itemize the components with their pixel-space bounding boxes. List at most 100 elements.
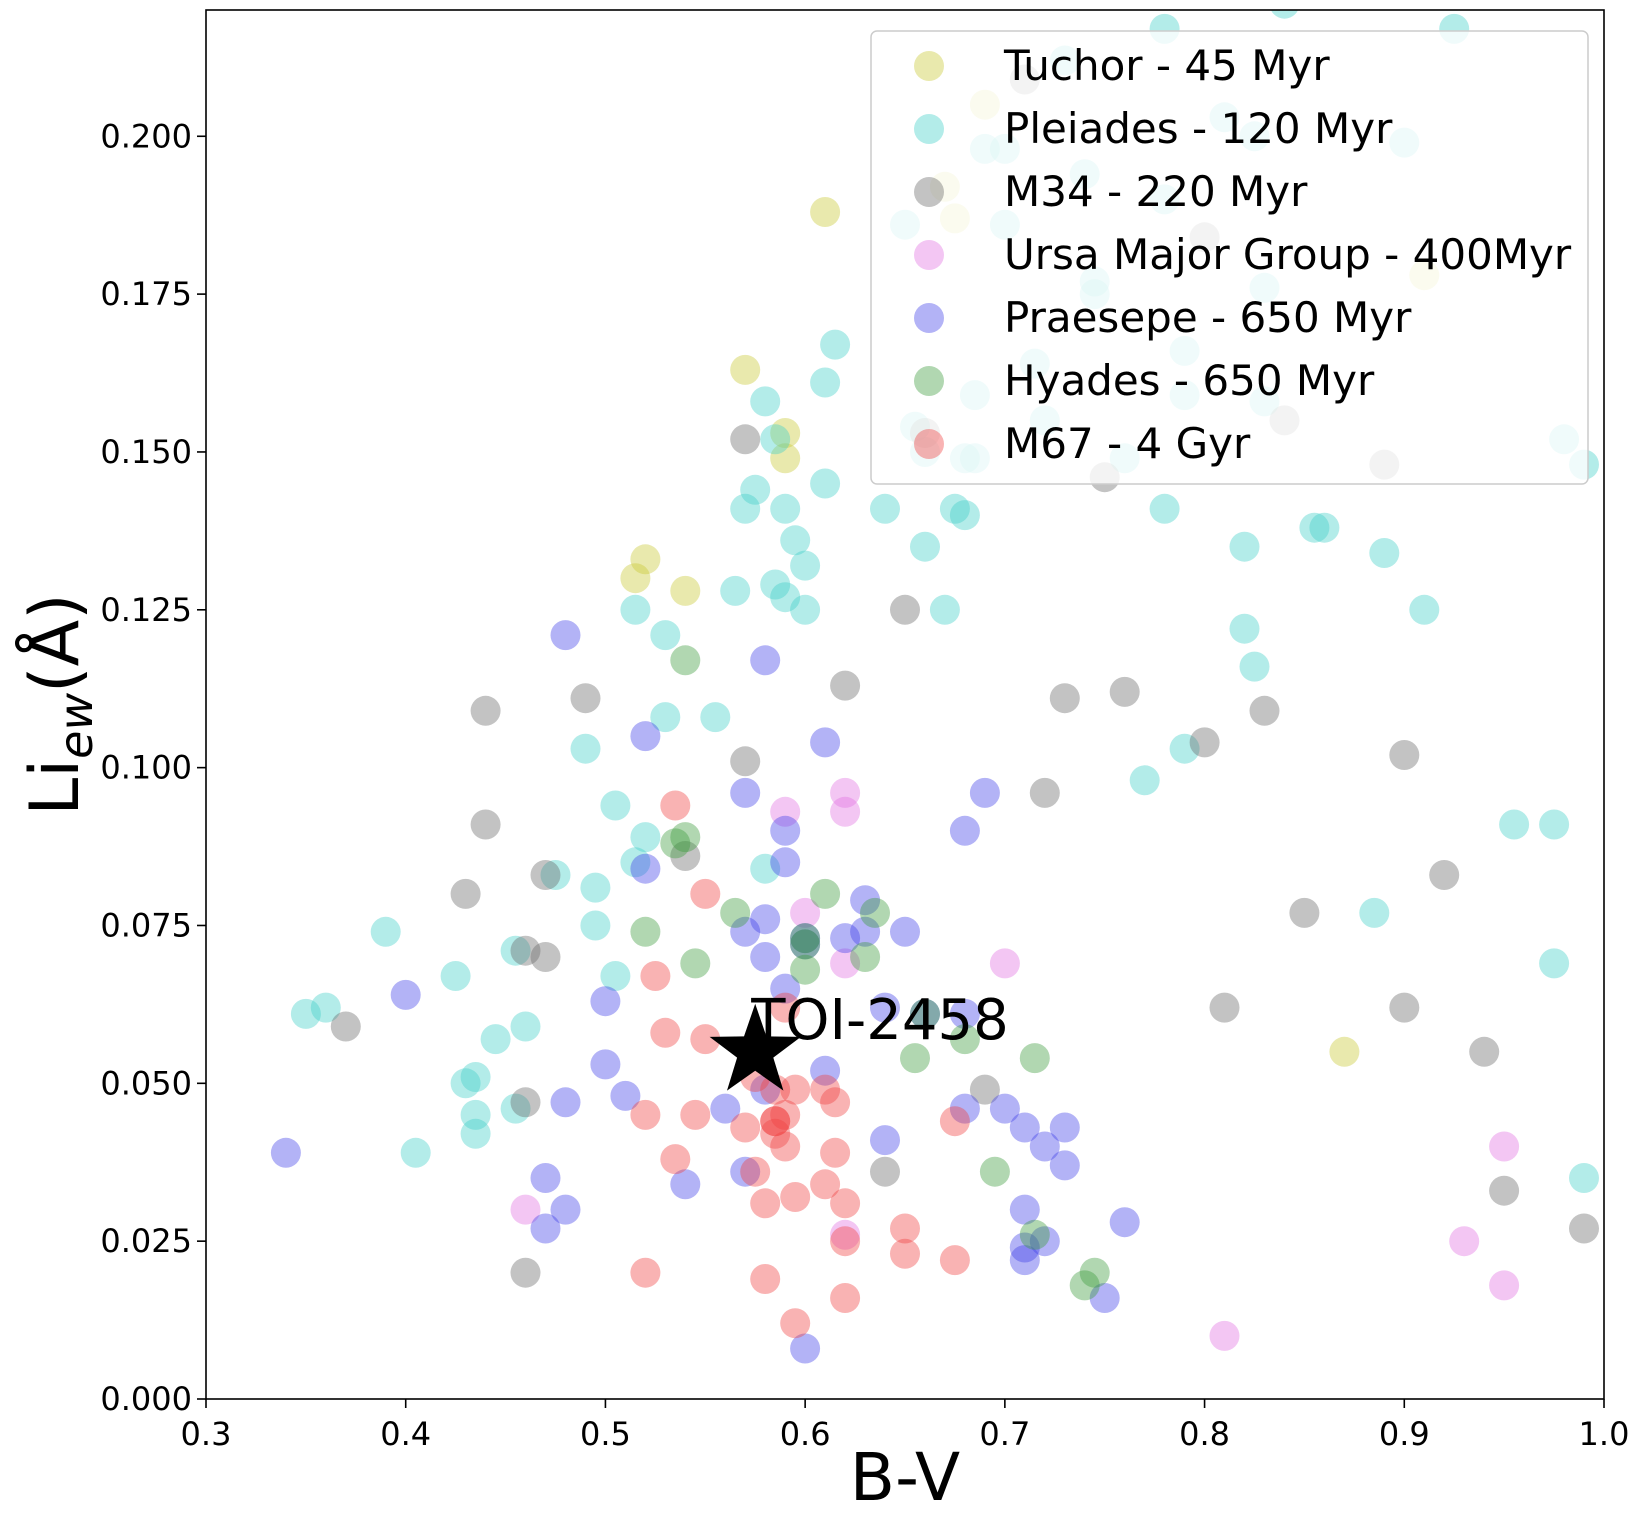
data-point [660,790,691,821]
data-point [1499,809,1530,840]
data-point [1369,538,1400,568]
y-tick-label: 0.175 [100,275,192,313]
legend-label: Tuchor - 45 Myr [1003,41,1330,90]
toi-2458-label: TOI-2458 [750,988,1009,1053]
data-point [780,1182,811,1212]
data-point [1129,765,1160,796]
data-point [770,815,801,846]
data-point [1239,651,1270,682]
data-point [810,878,841,909]
data-point [750,645,781,676]
data-point [810,367,841,398]
data-point [690,878,721,909]
data-point [1489,1175,1520,1206]
data-point [1169,733,1200,764]
data-point [530,1213,561,1244]
data-point [660,1144,691,1175]
data-point [850,942,881,972]
data-point [730,424,761,455]
data-point [730,1156,761,1187]
data-point [510,1194,541,1225]
data-point [500,1093,531,1124]
data-point [900,1043,930,1074]
data-point [870,992,900,1023]
toi-2458-star-marker [709,1003,801,1091]
data-point [1569,1163,1599,1193]
data-point [939,1106,970,1137]
data-point [270,1137,301,1168]
series-4 [270,620,1140,1364]
data-point [510,1087,541,1118]
data-point [1489,1270,1520,1301]
data-point [770,418,801,448]
data-point [1069,1270,1100,1301]
data-point [949,1093,980,1124]
data-point [760,569,791,600]
data-point [810,1074,841,1105]
data-point [770,493,801,524]
data-point [810,1055,841,1086]
data-point [710,1093,741,1124]
data-point [830,923,861,954]
data-point [810,468,841,499]
data-point [1299,512,1330,543]
annotation-layer: TOI-2458 [709,988,1009,1091]
data-point [1049,1112,1080,1143]
data-point [790,923,821,954]
data-point [1359,897,1390,928]
data-point [630,1099,661,1130]
data-point [830,1226,861,1257]
data-point [1019,1043,1050,1074]
data-point [770,1131,801,1162]
data-point [570,733,601,764]
data-point [770,973,801,1004]
data-point [830,1283,861,1313]
legend-label: Pleiades - 120 Myr [1004,104,1393,153]
data-point [580,910,611,941]
data-point [770,847,801,878]
legend-marker [914,51,944,81]
data-point [460,1099,491,1130]
data-point [770,443,801,474]
data-point [670,841,701,871]
data-point [660,828,691,859]
data-point [760,424,791,455]
data-point [600,790,631,821]
data-point [1449,1226,1480,1257]
data-point [910,531,940,562]
data-point [810,727,841,758]
data-point [1329,1036,1360,1067]
data-point [750,1188,781,1219]
data-point [530,1163,561,1193]
y-tick-label: 0.200 [100,117,192,155]
data-point [949,998,980,1029]
data-point [600,961,631,991]
data-point [770,796,801,827]
data-point [830,1188,861,1219]
y-tick-label: 0.100 [100,749,192,787]
data-point [860,897,890,928]
data-point [550,1194,581,1225]
data-point [790,954,821,985]
legend-marker [914,114,944,144]
data-point [730,777,761,808]
data-point [730,916,761,947]
data-point [590,986,621,1017]
legend-label: M67 - 4 Gyr [1004,419,1251,468]
data-point [1149,493,1180,524]
data-point [850,916,881,947]
series-3 [510,777,1520,1351]
data-point [1270,10,1299,19]
data-point [780,1074,811,1105]
data-point [690,1024,721,1055]
y-axis-label-unit: (Å) [14,593,95,693]
data-point [770,992,801,1023]
data-point [440,961,471,991]
legend-marker [914,429,944,459]
x-axis-ticks: 0.3 0.4 0.5 0.6 0.7 0.8 0.9 1.0 [181,1399,1629,1453]
legend-marker [914,240,944,270]
data-point [890,594,920,625]
legend-label: Hyades - 650 Myr [1004,356,1375,405]
data-point [1089,1283,1120,1313]
data-point [470,809,501,840]
